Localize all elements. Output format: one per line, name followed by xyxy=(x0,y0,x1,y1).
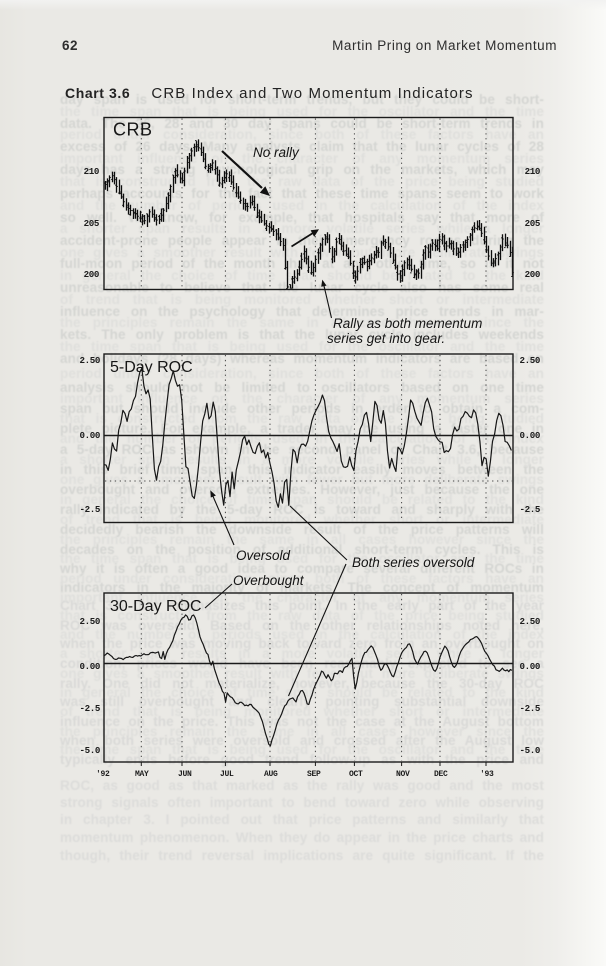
svg-text:210: 210 xyxy=(525,166,540,177)
svg-text:NOV: NOV xyxy=(396,770,410,779)
svg-text:200: 200 xyxy=(84,269,99,280)
svg-text:-5.0: -5.0 xyxy=(80,745,100,756)
svg-text:2.50: 2.50 xyxy=(80,616,100,627)
svg-text:210: 210 xyxy=(84,166,99,177)
svg-text:Oversold: Oversold xyxy=(236,548,291,563)
svg-text:Overbought: Overbought xyxy=(233,573,305,588)
svg-text:2.50: 2.50 xyxy=(520,616,540,627)
svg-text:JUL: JUL xyxy=(220,770,234,779)
svg-text:2.50: 2.50 xyxy=(520,355,540,366)
svg-text:0.00: 0.00 xyxy=(520,430,540,441)
svg-text:DEC: DEC xyxy=(434,770,448,779)
svg-text:-2.5: -2.5 xyxy=(80,504,101,515)
svg-text:0.00: 0.00 xyxy=(80,661,100,672)
svg-text:Both series oversold: Both series oversold xyxy=(352,555,475,570)
svg-text:205: 205 xyxy=(84,218,100,229)
svg-text:No rally: No rally xyxy=(253,145,300,160)
svg-text:Rally as both mementum: Rally as both mementum xyxy=(333,316,482,331)
svg-text:'93: '93 xyxy=(480,770,494,779)
svg-text:-2.5: -2.5 xyxy=(80,703,101,714)
svg-text:SEP: SEP xyxy=(307,770,321,779)
svg-text:205: 205 xyxy=(525,218,541,229)
svg-text:2.50: 2.50 xyxy=(80,355,100,366)
svg-text:CRB: CRB xyxy=(113,120,153,140)
svg-text:MAY: MAY xyxy=(135,770,149,779)
svg-text:200: 200 xyxy=(525,269,540,280)
svg-text:OCT: OCT xyxy=(349,770,363,779)
svg-text:JUN: JUN xyxy=(178,770,192,779)
svg-text:0.00: 0.00 xyxy=(80,430,100,441)
svg-text:AUG: AUG xyxy=(264,770,278,779)
svg-text:-2.5: -2.5 xyxy=(520,504,541,515)
svg-text:30-Day ROC: 30-Day ROC xyxy=(110,598,202,615)
svg-text:series get into gear.: series get into gear. xyxy=(327,331,445,346)
svg-text:0.00: 0.00 xyxy=(520,661,540,672)
svg-text:5-Day ROC: 5-Day ROC xyxy=(110,359,193,376)
svg-text:-2.5: -2.5 xyxy=(520,703,541,714)
svg-text:'92: '92 xyxy=(96,770,110,779)
svg-text:-5.0: -5.0 xyxy=(520,745,540,756)
